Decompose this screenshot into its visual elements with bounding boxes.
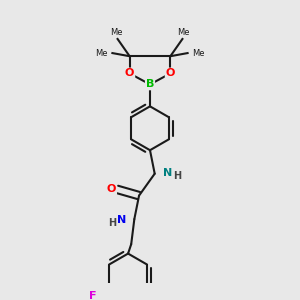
Text: O: O (107, 184, 116, 194)
Text: Me: Me (95, 49, 108, 58)
Text: N: N (117, 215, 126, 225)
Text: Me: Me (177, 28, 190, 38)
Text: Me: Me (192, 49, 205, 58)
Text: H: H (108, 218, 116, 228)
Text: N: N (163, 168, 172, 178)
Text: F: F (89, 291, 97, 300)
Text: O: O (166, 68, 175, 78)
Text: Me: Me (110, 28, 123, 38)
Text: O: O (125, 68, 134, 78)
Text: B: B (146, 80, 154, 89)
Text: H: H (173, 171, 181, 181)
